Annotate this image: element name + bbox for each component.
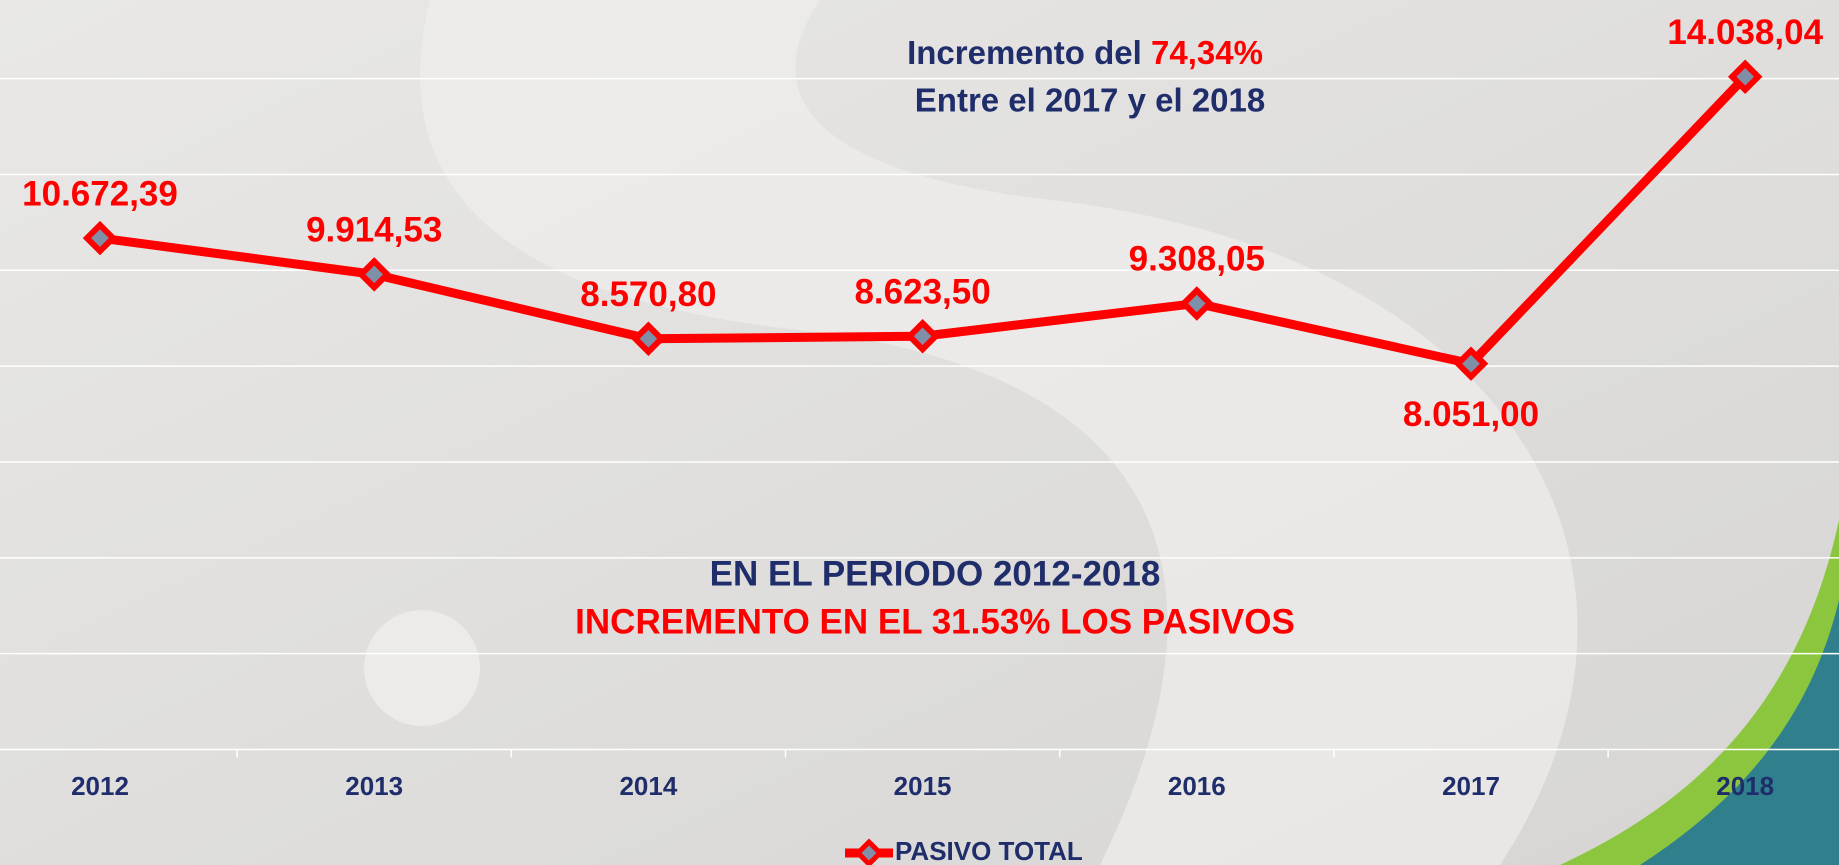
decor-circle xyxy=(364,610,480,726)
data-label: 14.038,04 xyxy=(1667,13,1823,52)
annotation-text: Entre el 2017 y el 2018 xyxy=(915,82,1265,119)
page: Incremento del 74,34% Entre el 2017 y el… xyxy=(0,0,1839,865)
annotation-text: Incremento del xyxy=(907,34,1142,71)
chart: Incremento del 74,34% Entre el 2017 y el… xyxy=(0,0,1839,865)
x-tick-label: 2016 xyxy=(1168,771,1226,801)
x-tick-label: 2013 xyxy=(345,771,403,801)
legend-label: PASIVO TOTAL xyxy=(895,836,1083,865)
data-label: 8.051,00 xyxy=(1403,395,1539,434)
note: EN EL PERIODO 2012-2018 xyxy=(710,554,1161,593)
x-tick-label: 2015 xyxy=(894,771,952,801)
note: INCREMENTO EN EL 31.53% LOS PASIVOS xyxy=(575,602,1295,641)
data-label: 8.570,80 xyxy=(580,275,716,314)
data-label: 8.623,50 xyxy=(854,272,990,311)
x-tick-label: 2018 xyxy=(1716,771,1774,801)
data-label: 10.672,39 xyxy=(22,174,178,213)
x-tick-label: 2012 xyxy=(71,771,129,801)
data-label: 9.914,53 xyxy=(306,211,442,250)
annotation-value: 74,34% xyxy=(1151,34,1263,71)
x-tick-label: 2017 xyxy=(1442,771,1500,801)
background xyxy=(0,0,1839,865)
x-tick-label: 2014 xyxy=(619,771,677,801)
data-label: 9.308,05 xyxy=(1129,240,1265,279)
annotation: Incremento del 74,34% xyxy=(907,34,1263,71)
